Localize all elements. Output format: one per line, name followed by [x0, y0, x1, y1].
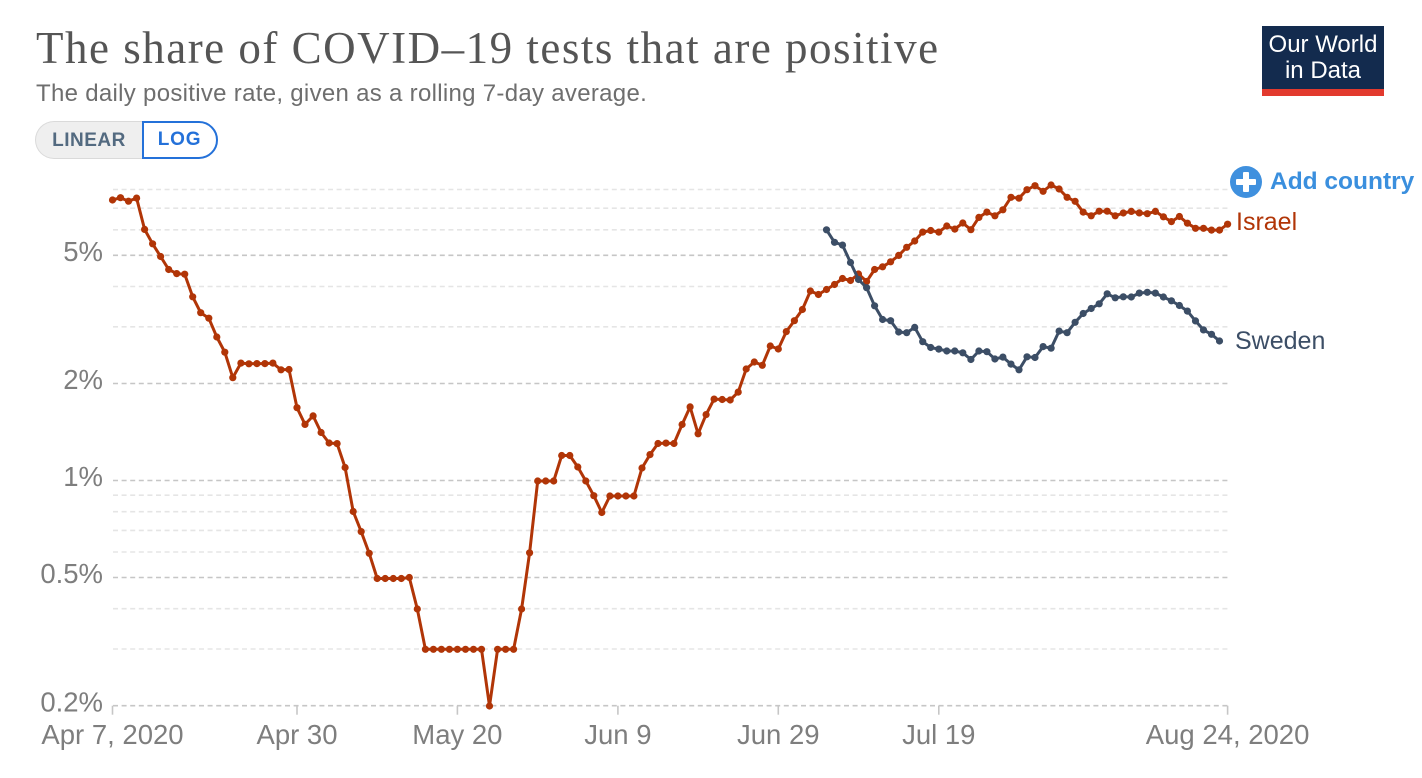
svg-text:0.5%: 0.5% — [40, 558, 103, 589]
svg-text:Aug 24, 2020: Aug 24, 2020 — [1146, 719, 1310, 750]
svg-text:Apr 7, 2020: Apr 7, 2020 — [41, 719, 183, 750]
svg-text:Jun 9: Jun 9 — [584, 719, 651, 750]
svg-text:May 20: May 20 — [412, 719, 502, 750]
svg-text:0.2%: 0.2% — [40, 686, 103, 717]
svg-text:Jul 19: Jul 19 — [902, 719, 975, 750]
svg-text:Jun 29: Jun 29 — [737, 719, 820, 750]
svg-text:5%: 5% — [63, 236, 103, 267]
svg-text:2%: 2% — [63, 364, 103, 395]
svg-text:1%: 1% — [63, 461, 103, 492]
svg-text:Apr 30: Apr 30 — [256, 719, 337, 750]
